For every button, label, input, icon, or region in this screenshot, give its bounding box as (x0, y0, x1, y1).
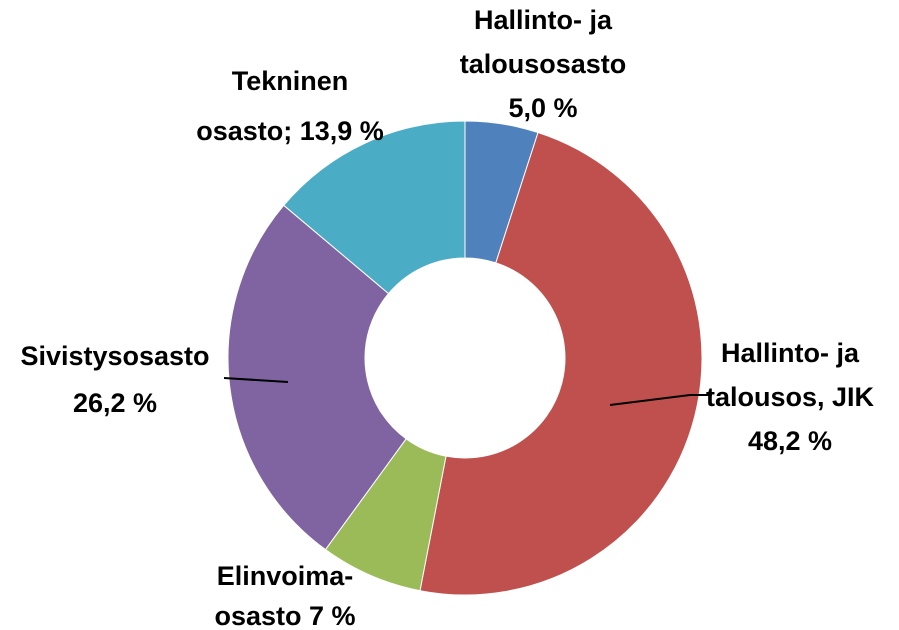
data-label: osasto; 13,9 % (196, 116, 384, 146)
data-label: 5,0 % (508, 93, 577, 123)
donut-slice (283, 120, 466, 295)
data-label: 48,2 % (748, 426, 832, 456)
labels: Hallinto- ja talousosasto 5,0 % Hallinto- j… (20, 5, 874, 630)
donut-slice (419, 131, 703, 596)
data-label: talousosasto (460, 49, 627, 79)
data-label: Sivistysosasto (20, 341, 209, 371)
leader-line (223, 377, 289, 383)
data-label: Elinvoima- (217, 561, 354, 591)
data-label: Hallinto- ja (474, 5, 613, 35)
donut (227, 120, 703, 596)
data-label: osasto 7 % (214, 601, 355, 630)
data-label: 26,2 % (73, 388, 157, 418)
data-label: Tekninen (232, 66, 349, 96)
data-label: Hallinto- ja (721, 338, 860, 368)
data-label: talousos, JIK (706, 382, 875, 412)
donut-slice (227, 204, 407, 551)
leader-line (609, 394, 712, 406)
